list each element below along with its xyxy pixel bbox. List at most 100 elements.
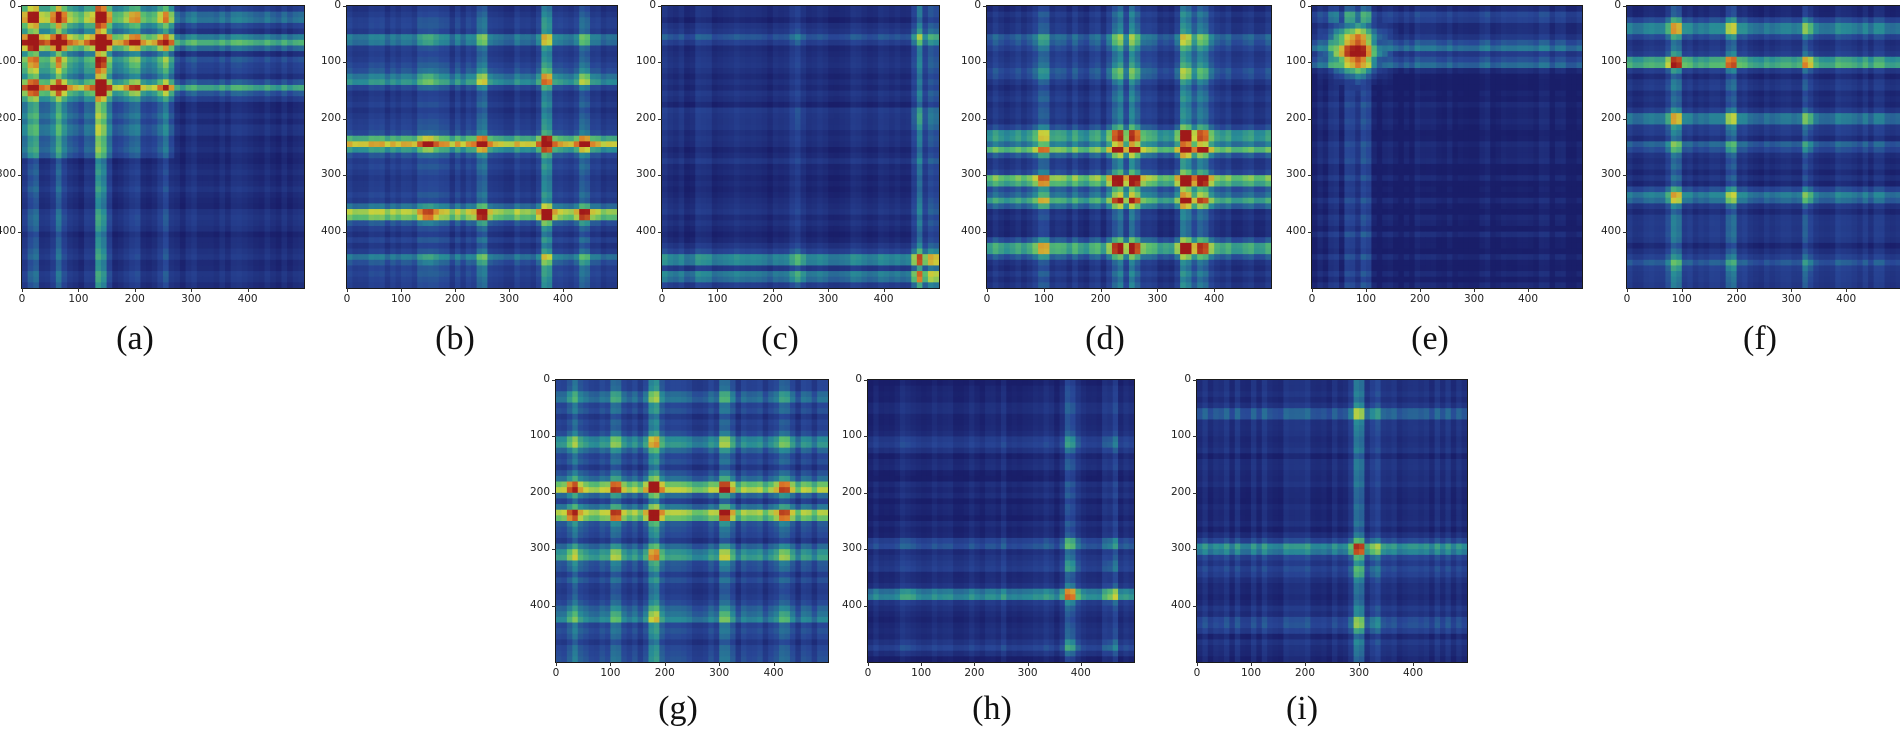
heat-cell xyxy=(444,276,451,283)
heat-cell xyxy=(213,17,220,24)
heat-cell xyxy=(600,169,607,176)
heat-cell xyxy=(498,203,505,210)
heat-cell xyxy=(422,186,429,193)
heat-cell xyxy=(563,45,569,52)
heat-cell xyxy=(347,220,353,227)
heat-cell xyxy=(498,225,505,233)
heat-cell xyxy=(174,101,181,109)
heat-cell xyxy=(433,180,440,188)
heat-cell xyxy=(151,197,158,204)
heat-cell xyxy=(67,39,74,47)
heat-cell xyxy=(196,56,204,63)
heat-cell xyxy=(530,141,537,148)
heat-cell xyxy=(67,248,74,255)
heat-cell xyxy=(444,79,451,86)
heat-cell xyxy=(541,271,548,278)
heat-cell xyxy=(151,51,158,58)
heat-cell xyxy=(536,192,542,199)
heat-cell xyxy=(151,237,158,244)
heat-cell xyxy=(219,90,226,97)
heat-cell xyxy=(379,271,386,278)
heat-cell xyxy=(492,141,499,148)
heat-cell xyxy=(129,101,136,109)
y-tick-mark xyxy=(18,118,22,120)
heat-cell xyxy=(112,113,119,120)
heat-cell xyxy=(258,118,266,126)
heat-cell xyxy=(275,113,283,120)
heat-cell xyxy=(487,276,494,283)
heat-cell xyxy=(67,130,74,137)
heat-cell xyxy=(401,197,407,204)
heat-cell xyxy=(281,68,288,75)
heat-cell xyxy=(579,237,586,244)
heat-cell xyxy=(253,124,260,131)
heat-cell xyxy=(568,231,575,238)
heat-cell xyxy=(219,158,226,165)
heat-cell xyxy=(247,96,254,103)
heat-cell xyxy=(89,237,96,244)
heat-cell xyxy=(219,34,226,41)
heat-cell xyxy=(503,169,510,176)
heat-cell xyxy=(241,231,249,238)
heat-cell xyxy=(146,124,153,131)
heat-cell xyxy=(428,158,434,165)
heat-cell xyxy=(444,214,451,221)
heat-cell xyxy=(422,56,429,63)
heat-cell xyxy=(509,163,515,171)
heat-cell xyxy=(281,11,288,18)
heat-cell xyxy=(482,180,488,188)
heat-cell xyxy=(33,11,40,18)
heat-cell xyxy=(471,209,478,216)
heat-cell xyxy=(95,34,102,41)
heat-cell xyxy=(428,186,434,193)
heat-cell xyxy=(33,56,40,63)
heat-cell xyxy=(530,242,537,250)
heat-cell xyxy=(241,186,249,193)
heat-cell xyxy=(89,45,96,52)
heat-cell xyxy=(509,265,515,272)
heat-cell xyxy=(292,56,299,63)
heat-cell xyxy=(44,141,51,148)
heat-cell xyxy=(219,51,226,58)
heat-cell xyxy=(230,203,237,210)
heat-cell xyxy=(411,56,418,63)
heat-cell xyxy=(33,186,40,193)
heat-cell xyxy=(374,96,380,103)
heat-cell xyxy=(61,147,68,154)
heat-cell xyxy=(411,248,418,255)
heat-cell xyxy=(417,225,424,233)
heat-cell xyxy=(536,62,542,69)
heat-cell xyxy=(503,271,510,278)
heat-cell xyxy=(492,147,499,154)
heat-cell xyxy=(541,45,548,52)
heat-cell xyxy=(352,158,359,165)
heat-cell xyxy=(61,6,68,13)
heat-cell xyxy=(357,271,364,278)
heat-cell xyxy=(84,231,91,238)
heat-cell xyxy=(573,186,580,193)
heat-cell xyxy=(595,242,602,250)
heat-cell xyxy=(482,34,488,41)
heat-cell xyxy=(151,45,158,52)
heat-cell xyxy=(219,96,226,103)
heat-cell xyxy=(368,101,375,109)
heat-cell xyxy=(406,220,413,227)
heat-cell xyxy=(213,56,220,63)
heat-cell xyxy=(157,56,164,63)
heat-cell xyxy=(44,96,51,103)
heat-cell xyxy=(509,113,515,120)
heat-cell xyxy=(264,68,271,75)
heat-cell xyxy=(395,34,402,41)
heat-cell xyxy=(61,242,68,250)
heat-cell xyxy=(417,231,424,238)
heat-cell xyxy=(352,56,359,63)
heat-cell xyxy=(347,62,353,69)
heat-cell xyxy=(455,175,461,182)
heat-cell xyxy=(509,186,515,193)
heat-cell xyxy=(417,276,424,283)
heat-cell xyxy=(509,39,515,47)
heat-cell xyxy=(84,34,91,41)
heat-cell xyxy=(433,118,440,126)
heat-cell xyxy=(95,62,102,69)
heat-cell xyxy=(208,203,215,210)
